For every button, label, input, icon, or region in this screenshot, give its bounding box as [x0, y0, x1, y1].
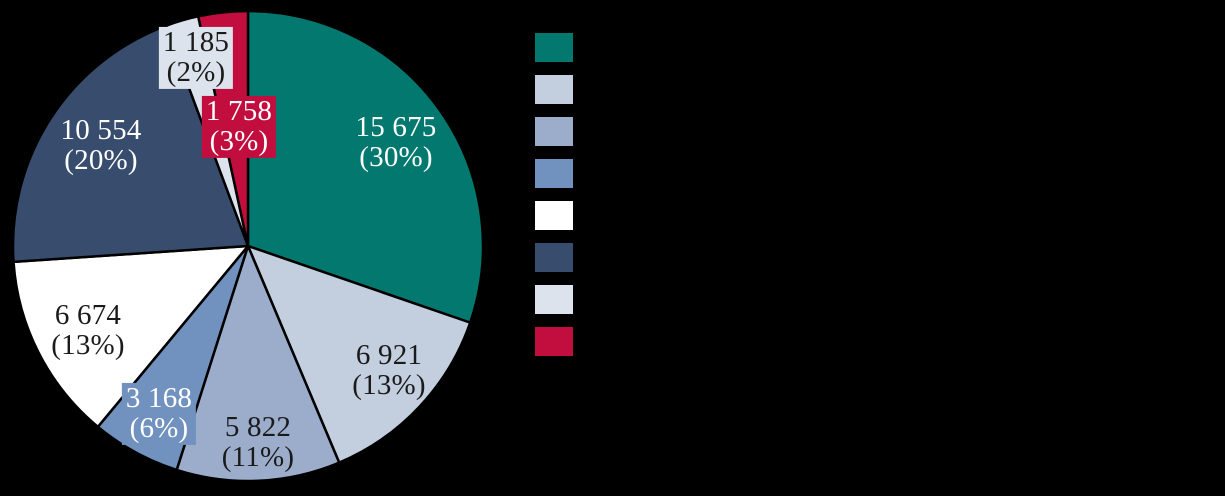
pie-slice-label: 3 168 (6%) — [121, 381, 197, 446]
legend-swatch — [535, 74, 573, 104]
pie-slice-percent: (20%) — [64, 143, 138, 176]
legend-item[interactable] — [535, 278, 1195, 320]
pie-slice[interactable] — [246, 244, 472, 464]
legend-swatch — [535, 284, 573, 314]
legend-item[interactable] — [535, 236, 1195, 278]
legend-swatch — [535, 158, 573, 188]
legend-swatch — [535, 116, 573, 146]
legend-swatch — [535, 242, 573, 272]
pie-slice-value: 3 168 — [125, 381, 193, 414]
pie-slice[interactable] — [11, 24, 250, 264]
pie-slice-value: 6 921 — [355, 338, 423, 371]
pie-slice-percent: (3%) — [209, 124, 269, 157]
pie-slice-value: 5 822 — [224, 410, 292, 443]
pie-slice-label: 5 822 (11%) — [218, 412, 298, 474]
legend-swatch — [535, 326, 573, 356]
legend-item[interactable] — [535, 194, 1195, 236]
pie-slice-percent: (13%) — [352, 368, 426, 401]
pie-slice-value: 1 758 — [205, 94, 273, 127]
legend-swatch — [535, 32, 573, 62]
pie-slice[interactable] — [246, 9, 485, 324]
legend-item[interactable] — [535, 68, 1195, 110]
pie-slice-label: 6 921 (13%) — [348, 340, 429, 402]
pie-slice-label: 15 675 (30%) — [352, 112, 441, 174]
pie-slice-percent: (13%) — [51, 328, 125, 361]
pie-slice-percent: (11%) — [221, 440, 295, 473]
legend-item[interactable] — [535, 110, 1195, 152]
pie-slice-label: 1 185 (2%) — [158, 25, 234, 90]
pie-slice-label: 1 758 (3%) — [201, 94, 277, 159]
chart-legend — [535, 26, 1195, 362]
pie-slice-label: 10 554 (20%) — [57, 115, 146, 177]
pie-slice-percent: (6%) — [129, 411, 189, 444]
pie-slice-percent: (2%) — [166, 55, 226, 88]
pie-slice-value: 15 675 — [355, 110, 437, 143]
pie-slice-value: 10 554 — [60, 113, 142, 146]
pie-slice-value: 6 674 — [54, 298, 122, 331]
pie-slice[interactable] — [12, 244, 250, 429]
pie-slice-label: 6 674 (13%) — [47, 300, 128, 362]
pie-slice[interactable] — [175, 244, 341, 483]
legend-item[interactable] — [535, 26, 1195, 68]
legend-swatch — [535, 200, 573, 230]
legend-item[interactable] — [535, 152, 1195, 194]
legend-item[interactable] — [535, 320, 1195, 362]
pie-slice-value: 1 185 — [162, 25, 230, 58]
pie-slice-percent: (30%) — [359, 140, 433, 173]
